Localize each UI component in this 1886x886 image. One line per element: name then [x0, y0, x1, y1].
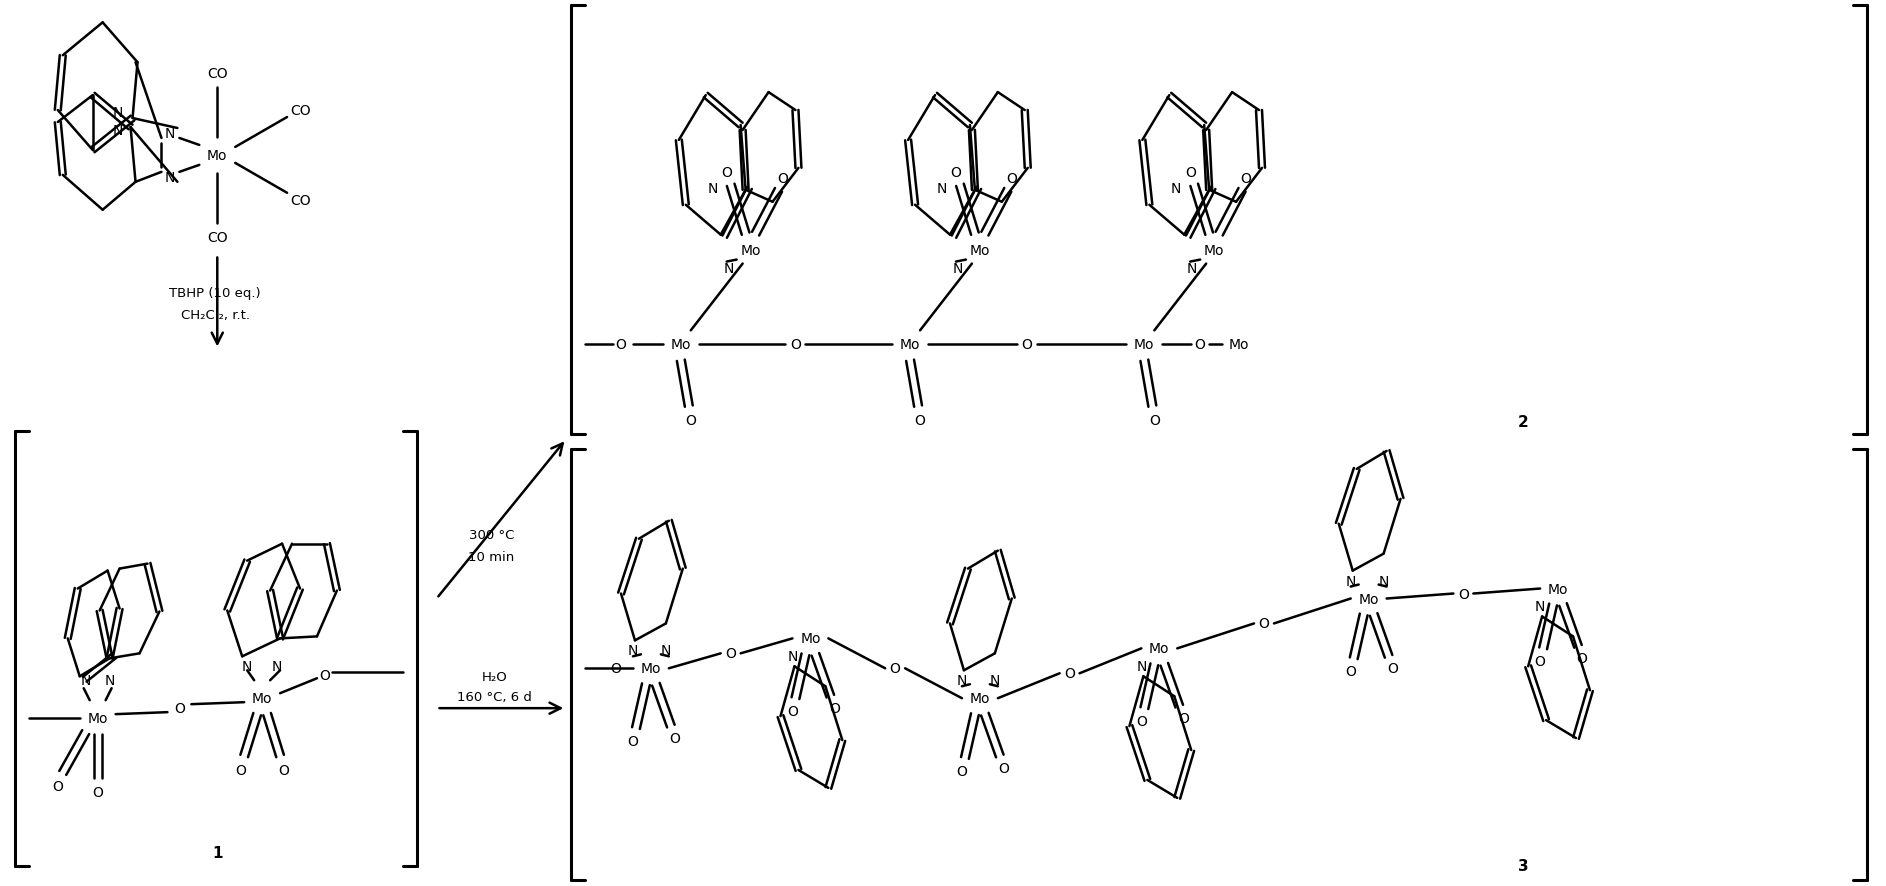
Text: TBHP (10 eq.): TBHP (10 eq.) — [170, 287, 260, 299]
Text: Mo: Mo — [1230, 338, 1249, 352]
Text: O: O — [1386, 662, 1398, 675]
Text: N: N — [1345, 574, 1356, 588]
Text: O: O — [1149, 414, 1160, 428]
Text: O: O — [1258, 617, 1269, 631]
Text: O: O — [1458, 587, 1469, 601]
Text: 3: 3 — [1518, 859, 1528, 874]
Text: O: O — [1577, 651, 1588, 665]
Text: Mo: Mo — [671, 338, 690, 352]
Text: Mo: Mo — [1133, 338, 1154, 352]
Text: N: N — [113, 106, 123, 120]
Text: Mo: Mo — [1358, 592, 1379, 606]
Text: O: O — [951, 166, 962, 180]
Text: CO: CO — [290, 104, 311, 118]
Text: CO: CO — [207, 230, 228, 245]
Text: Mo: Mo — [1548, 582, 1569, 596]
Text: Mo: Mo — [87, 711, 108, 726]
Text: O: O — [1241, 172, 1252, 186]
Text: O: O — [1135, 714, 1147, 728]
Text: CH₂Cl₂, r.t.: CH₂Cl₂, r.t. — [181, 308, 249, 322]
Text: O: O — [615, 338, 626, 352]
Text: 2: 2 — [1518, 414, 1528, 429]
Text: CO: CO — [207, 67, 228, 81]
Text: 160 °C, 6 d: 160 °C, 6 d — [456, 690, 532, 703]
Text: N: N — [937, 182, 947, 196]
Text: O: O — [685, 414, 696, 428]
Text: O: O — [628, 734, 639, 748]
Text: 1: 1 — [211, 845, 223, 860]
Text: N: N — [660, 643, 671, 657]
Text: O: O — [1007, 172, 1017, 186]
Text: O: O — [720, 166, 732, 180]
Text: Mo: Mo — [207, 149, 228, 163]
Text: O: O — [777, 172, 788, 186]
Text: N: N — [956, 673, 968, 688]
Text: N: N — [1379, 574, 1388, 588]
Text: CO: CO — [290, 193, 311, 207]
Text: N: N — [164, 171, 175, 184]
Text: O: O — [53, 779, 64, 793]
Text: 10 min: 10 min — [468, 550, 515, 563]
Text: N: N — [786, 649, 798, 664]
Text: Mo: Mo — [741, 244, 760, 257]
Text: 300 °C: 300 °C — [470, 529, 515, 541]
Text: N: N — [707, 182, 719, 196]
Text: Mo: Mo — [253, 691, 272, 705]
Text: N: N — [113, 124, 123, 138]
Text: O: O — [998, 761, 1009, 775]
Text: O: O — [790, 338, 802, 352]
Text: O: O — [670, 731, 681, 745]
Text: N: N — [164, 127, 175, 141]
Text: H₂O: H₂O — [481, 670, 507, 683]
Text: O: O — [234, 763, 245, 777]
Text: O: O — [174, 702, 185, 715]
Text: Mo: Mo — [1203, 244, 1224, 257]
Text: N: N — [952, 261, 964, 276]
Text: N: N — [241, 659, 253, 673]
Text: N: N — [628, 643, 637, 657]
Text: Mo: Mo — [1149, 641, 1169, 656]
Text: O: O — [890, 662, 902, 675]
Text: O: O — [1184, 166, 1196, 180]
Text: O: O — [830, 702, 839, 715]
Text: O: O — [726, 647, 736, 661]
Text: N: N — [1535, 600, 1545, 614]
Text: O: O — [319, 669, 330, 682]
Text: Mo: Mo — [641, 662, 662, 675]
Text: Mo: Mo — [969, 244, 990, 257]
Text: O: O — [92, 785, 104, 799]
Text: O: O — [1535, 655, 1545, 669]
Text: N: N — [104, 673, 115, 688]
Text: O: O — [786, 704, 798, 719]
Text: N: N — [1186, 261, 1198, 276]
Text: O: O — [1179, 711, 1188, 726]
Text: O: O — [611, 662, 622, 675]
Text: O: O — [279, 763, 290, 777]
Text: O: O — [1064, 666, 1075, 680]
Text: N: N — [990, 673, 1000, 688]
Text: O: O — [915, 414, 926, 428]
Text: N: N — [272, 659, 283, 673]
Text: N: N — [724, 261, 734, 276]
Text: N: N — [1171, 182, 1181, 196]
Text: N: N — [81, 673, 91, 688]
Text: N: N — [1135, 659, 1147, 673]
Text: O: O — [956, 764, 968, 778]
Text: Mo: Mo — [900, 338, 920, 352]
Text: Mo: Mo — [800, 632, 820, 646]
Text: Mo: Mo — [969, 691, 990, 705]
Text: O: O — [1022, 338, 1032, 352]
Text: O: O — [1345, 664, 1356, 679]
Text: O: O — [1194, 338, 1205, 352]
